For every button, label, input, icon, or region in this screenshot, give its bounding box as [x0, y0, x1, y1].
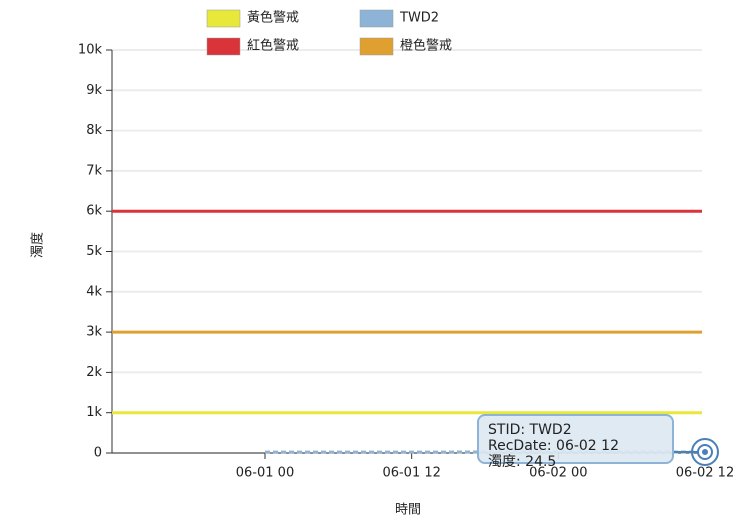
y-tick-label: 3k — [86, 325, 102, 340]
legend-label: 橙色警戒 — [400, 38, 452, 54]
x-tick-label: 06-01 00 — [236, 466, 294, 481]
y-axis-label: 濁度 — [30, 232, 46, 258]
y-tick-label: 5k — [86, 244, 102, 259]
legend-label: 紅色警戒 — [247, 38, 299, 54]
hover-dot — [702, 449, 708, 456]
y-tick-label: 4k — [86, 284, 102, 299]
tooltip-line: 濁度: 24.5 — [488, 454, 556, 470]
legend-swatch — [359, 37, 394, 56]
tooltip-line: RecDate: 06-02 12 — [488, 438, 619, 454]
tooltip-line: STID: TWD2 — [488, 422, 572, 438]
y-tick-label: 7k — [86, 163, 102, 178]
y-tick-label: 0 — [94, 446, 102, 461]
x-tick-label: 06-02 12 — [676, 466, 734, 481]
y-tick-label: 8k — [86, 123, 102, 138]
y-tick-label: 2k — [86, 365, 102, 380]
y-tick-label: 1k — [86, 405, 102, 420]
y-tick-label: 10k — [78, 43, 103, 58]
y-tick-label: 6k — [86, 204, 102, 219]
x-tick-label: 06-01 12 — [382, 466, 440, 481]
legend-swatch — [359, 9, 394, 28]
legend-label: TWD2 — [399, 11, 439, 26]
y-tick-label: 9k — [86, 83, 102, 98]
hover-ring — [691, 438, 719, 467]
legend-swatch — [206, 37, 241, 56]
legend-swatch — [206, 9, 241, 28]
legend-label: 黃色警戒 — [247, 10, 299, 26]
tooltip-box — [477, 414, 674, 464]
x-axis-label: 時間 — [395, 503, 421, 518]
x-tick-label: 06-02 00 — [529, 466, 587, 481]
